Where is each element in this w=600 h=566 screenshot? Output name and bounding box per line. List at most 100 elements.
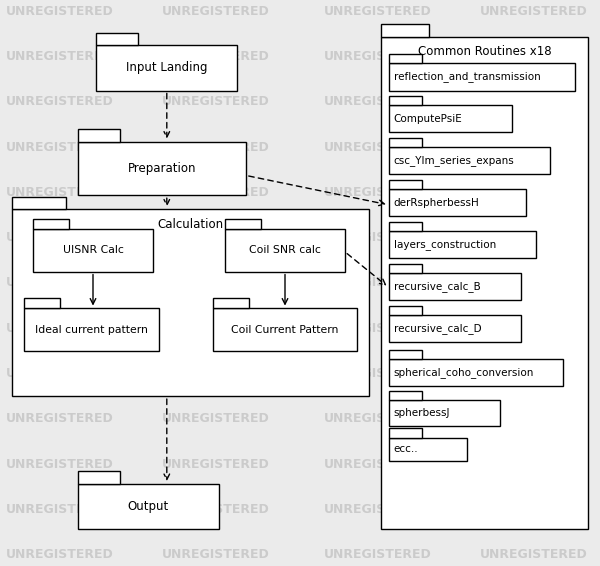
Bar [389,264,422,273]
Text: UNREGISTERED: UNREGISTERED [480,5,588,18]
Text: UNREGISTERED: UNREGISTERED [6,367,114,380]
Text: UNREGISTERED: UNREGISTERED [324,548,432,561]
Bar [213,308,357,351]
Text: UNREGISTERED: UNREGISTERED [480,186,588,199]
Bar [33,219,69,229]
Bar [12,197,66,209]
Bar [24,298,60,308]
Bar [33,229,153,272]
Text: UNREGISTERED: UNREGISTERED [324,503,432,516]
Text: UNREGISTERED: UNREGISTERED [6,413,114,425]
Text: UNREGISTERED: UNREGISTERED [6,5,114,18]
Text: UNREGISTERED: UNREGISTERED [324,141,432,153]
Text: csc_Ylm_series_expans: csc_Ylm_series_expans [394,155,514,166]
Text: UNREGISTERED: UNREGISTERED [162,231,270,244]
Text: UNREGISTERED: UNREGISTERED [480,322,588,335]
Bar [225,219,261,229]
Bar [389,231,536,258]
Text: Output: Output [128,500,169,513]
Text: spherbessJ: spherbessJ [394,408,450,418]
Text: Ideal current pattern: Ideal current pattern [35,325,148,335]
Text: UNREGISTERED: UNREGISTERED [480,458,588,470]
Bar [96,45,237,91]
Bar [389,54,422,63]
Text: UNREGISTERED: UNREGISTERED [324,5,432,18]
Text: UNREGISTERED: UNREGISTERED [324,50,432,63]
Text: UNREGISTERED: UNREGISTERED [162,548,270,561]
Text: UNREGISTERED: UNREGISTERED [324,277,432,289]
Bar [78,129,120,142]
Text: UNREGISTERED: UNREGISTERED [6,141,114,153]
Text: Common Routines x18: Common Routines x18 [418,45,551,58]
Text: UNREGISTERED: UNREGISTERED [480,231,588,244]
Bar [389,138,422,147]
Bar [389,189,526,216]
Bar [389,306,422,315]
Text: UNREGISTERED: UNREGISTERED [480,141,588,153]
Text: UNREGISTERED: UNREGISTERED [324,367,432,380]
Text: UNREGISTERED: UNREGISTERED [162,186,270,199]
Text: recursive_calc_D: recursive_calc_D [394,323,481,334]
Text: UNREGISTERED: UNREGISTERED [6,458,114,470]
Text: ecc..: ecc.. [394,444,418,454]
Text: UNREGISTERED: UNREGISTERED [480,50,588,63]
Bar [78,142,246,195]
Text: ComputePsiE: ComputePsiE [394,114,463,124]
Bar [389,105,512,132]
Bar [389,428,422,438]
Text: UNREGISTERED: UNREGISTERED [6,50,114,63]
Text: UNREGISTERED: UNREGISTERED [324,231,432,244]
Text: UNREGISTERED: UNREGISTERED [162,141,270,153]
Bar [389,96,422,105]
Bar [389,222,422,231]
Text: UNREGISTERED: UNREGISTERED [6,322,114,335]
Text: UNREGISTERED: UNREGISTERED [162,413,270,425]
Bar [389,350,422,359]
Text: UNREGISTERED: UNREGISTERED [324,322,432,335]
Text: UNREGISTERED: UNREGISTERED [162,96,270,108]
Text: UNREGISTERED: UNREGISTERED [480,503,588,516]
Bar [389,147,550,174]
Text: recursive_calc_B: recursive_calc_B [394,281,481,292]
Text: UNREGISTERED: UNREGISTERED [162,367,270,380]
Text: UNREGISTERED: UNREGISTERED [162,277,270,289]
Text: UNREGISTERED: UNREGISTERED [162,50,270,63]
Bar [389,359,563,386]
Text: Preparation: Preparation [128,162,196,175]
Text: UNREGISTERED: UNREGISTERED [480,548,588,561]
Text: UNREGISTERED: UNREGISTERED [162,458,270,470]
Text: UNREGISTERED: UNREGISTERED [324,458,432,470]
Bar [389,438,467,461]
Bar [96,33,138,45]
Text: UNREGISTERED: UNREGISTERED [162,322,270,335]
Text: UNREGISTERED: UNREGISTERED [6,277,114,289]
Text: UNREGISTERED: UNREGISTERED [6,503,114,516]
Bar [389,273,521,300]
Text: UNREGISTERED: UNREGISTERED [480,96,588,108]
Text: UNREGISTERED: UNREGISTERED [480,367,588,380]
Text: UNREGISTERED: UNREGISTERED [480,413,588,425]
Text: UNREGISTERED: UNREGISTERED [324,96,432,108]
Bar [389,180,422,189]
Text: Coil Current Pattern: Coil Current Pattern [232,325,338,335]
Bar [389,63,575,91]
Bar [78,484,219,529]
Bar [78,471,120,484]
Text: UNREGISTERED: UNREGISTERED [6,231,114,244]
Text: UNREGISTERED: UNREGISTERED [162,503,270,516]
Text: Input Landing: Input Landing [126,62,207,74]
Text: UNREGISTERED: UNREGISTERED [6,548,114,561]
Bar [389,400,500,426]
Text: Coil SNR calc: Coil SNR calc [249,246,321,255]
Text: layers_construction: layers_construction [394,239,496,250]
Bar [24,308,159,351]
Bar [213,298,249,308]
Bar [389,315,521,342]
Text: UNREGISTERED: UNREGISTERED [162,5,270,18]
Text: UNREGISTERED: UNREGISTERED [324,186,432,199]
Bar [389,391,422,400]
Bar [381,24,429,37]
Text: UNREGISTERED: UNREGISTERED [6,186,114,199]
Text: UNREGISTERED: UNREGISTERED [480,277,588,289]
Bar [381,37,588,529]
